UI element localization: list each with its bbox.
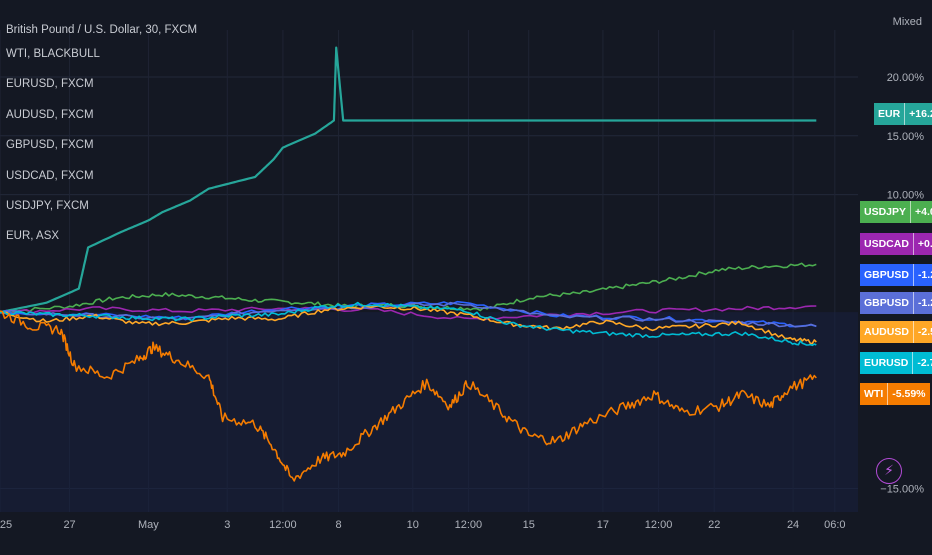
price-tag-symbol: USDCAD	[860, 233, 914, 255]
price-tag-wti[interactable]: WTI -5.59%	[860, 383, 930, 405]
price-tag-gbpusd[interactable]: GBPUSD-1.20%	[860, 264, 932, 286]
x-tick-label: 15	[523, 519, 535, 531]
price-tag-value: -5.59%	[892, 388, 926, 400]
scale-mode-label[interactable]: Mixed	[892, 16, 922, 28]
price-tag-symbol: AUDUSD	[860, 321, 914, 343]
x-tick-label: 25	[0, 519, 12, 531]
price-tag-value: -2.54%	[917, 326, 932, 338]
series-line-usdjpy	[0, 262, 817, 314]
price-tag-usdcad[interactable]: USDCAD+0.52%	[860, 233, 932, 255]
x-tick-label: 12:00	[269, 519, 297, 531]
price-tag-value: -1.20%	[917, 269, 932, 281]
legend-item-gbpusd[interactable]: GBPUSD, FXCM	[6, 139, 94, 152]
legend: WTI, BLACKBULL EURUSD, FXCM AUDUSD, FXCM…	[6, 47, 100, 260]
series-line-eur	[0, 46, 817, 314]
price-tag-symbol: EURUSD	[860, 352, 914, 374]
price-tag-symbol: WTI	[860, 383, 889, 405]
price-tag-usdjpy[interactable]: USDJPY+4.06%	[860, 201, 932, 223]
price-tag-audusd[interactable]: AUDUSD-2.54%	[860, 321, 932, 343]
legend-item-eur-asx[interactable]: EUR, ASX	[6, 230, 60, 243]
y-tick-label: 10.00%	[887, 190, 925, 202]
x-tick-label: 3	[224, 519, 230, 531]
price-tag-symbol: USDJPY	[860, 201, 912, 223]
x-tick-label: 24	[787, 519, 799, 531]
lightning-icon[interactable]: ⚡	[876, 458, 902, 484]
x-tick-label: 27	[63, 519, 75, 531]
legend-item-usdcad[interactable]: USDCAD, FXCM	[6, 169, 94, 182]
series-line-eurusd	[0, 301, 817, 347]
x-tick-label: 10	[407, 519, 419, 531]
x-tick-label: 06:0	[824, 519, 845, 531]
legend-item-usdjpy[interactable]: USDJPY, FXCM	[6, 199, 89, 212]
series-line-wti	[0, 310, 817, 482]
x-tick-label: 17	[597, 519, 609, 531]
price-tag-gbpusd[interactable]: GBPUSD-1.20%	[860, 292, 932, 314]
legend-item-wti[interactable]: WTI, BLACKBULL	[6, 48, 100, 60]
price-tag-value: -2.79%	[917, 357, 932, 369]
x-tick-label: 22	[708, 519, 720, 531]
price-tag-eur[interactable]: EUR+16.28%	[874, 103, 932, 125]
price-tag-value: -1.20%	[917, 297, 932, 309]
price-tag-symbol: GBPUSD	[860, 292, 914, 314]
y-tick-label: 20.00%	[887, 72, 925, 84]
price-tag-eurusd[interactable]: EURUSD-2.79%	[860, 352, 932, 374]
chart-title: British Pound / U.S. Dollar, 30, FXCM	[6, 24, 198, 36]
legend-item-audusd[interactable]: AUDUSD, FXCM	[6, 108, 94, 121]
x-tick-label: 12:00	[645, 519, 673, 531]
x-tick-label: 12:00	[455, 519, 483, 531]
price-tag-value: +16.28%	[909, 108, 932, 120]
legend-item-eurusd[interactable]: EURUSD, FXCM	[6, 78, 94, 91]
series-line-usdcad	[0, 305, 817, 321]
x-tick-label: May	[138, 519, 159, 531]
price-tag-symbol: GBPUSD	[860, 264, 914, 286]
price-tag-value: +0.52%	[917, 238, 932, 250]
x-tick-label: 8	[335, 519, 341, 531]
price-tag-symbol: EUR	[874, 103, 906, 125]
y-tick-label: −15.00%	[880, 483, 924, 495]
price-tag-value: +4.06%	[915, 206, 932, 218]
series-line-audusd	[0, 304, 817, 345]
y-tick-label: 15.00%	[887, 131, 925, 143]
series-line-gbpusd	[0, 301, 817, 328]
